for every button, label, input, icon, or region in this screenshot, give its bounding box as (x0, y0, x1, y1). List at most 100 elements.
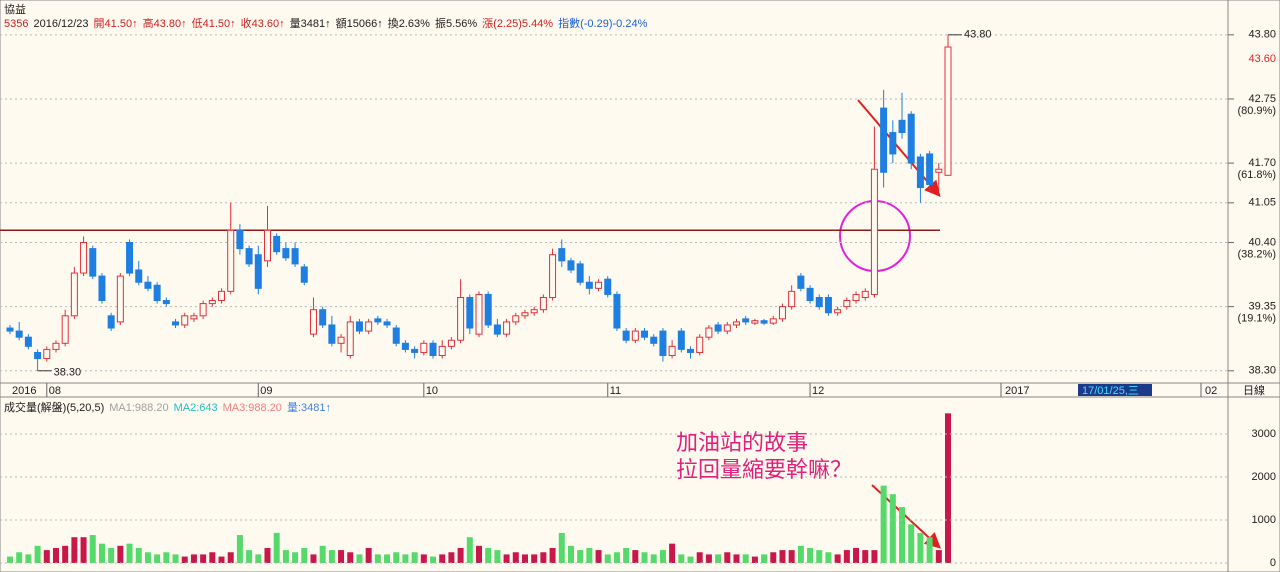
low-marker: 38.30 (54, 367, 82, 379)
volume-bar (917, 532, 924, 564)
label: 漲(2.25)5.44% (482, 18, 554, 30)
volume-bar (310, 554, 317, 564)
candle-body (944, 46, 952, 176)
volume-bar (788, 550, 795, 564)
volume-bar (52, 547, 59, 564)
label: 量3481↑ (289, 18, 331, 30)
volume-bar (862, 550, 869, 564)
volume-bar (476, 545, 482, 564)
volume-bar (797, 545, 804, 564)
x-tick-label: 12 (812, 385, 824, 397)
candle-body (199, 303, 207, 317)
volume-bar (117, 545, 124, 564)
label: 量:3481↑ (286, 402, 331, 414)
volume-bar (25, 554, 32, 564)
label: 5356 (4, 18, 29, 30)
candle-body (742, 318, 750, 323)
trend-arrow (857, 99, 941, 198)
candle-body (374, 318, 382, 323)
volume-bar (567, 545, 574, 564)
year-label: 2016 (12, 385, 36, 397)
candle-body (70, 272, 78, 317)
volume-bar (577, 550, 584, 564)
volume-bar (733, 554, 740, 564)
candle-body (778, 306, 786, 320)
candle-body (24, 336, 32, 347)
y-tick-label: 2000 (1252, 471, 1276, 483)
volume-bar (200, 554, 207, 564)
candle-body (457, 296, 465, 341)
volume-bar (604, 554, 611, 564)
volume-bar (282, 550, 289, 564)
candle-body (668, 345, 676, 357)
annotation: 加油站的故事 (676, 430, 809, 455)
candle-body (898, 119, 906, 134)
volume-bar (632, 550, 639, 564)
candle-body (935, 168, 943, 173)
candle-body (613, 293, 621, 329)
volume-bar (236, 535, 243, 564)
volume-bar (945, 413, 951, 564)
volume-bar (144, 552, 151, 564)
volume-bar (623, 547, 630, 564)
volume-bar (641, 552, 648, 564)
candle-body (447, 339, 455, 347)
volume-bar (834, 554, 841, 564)
volume-bar (512, 552, 519, 564)
volume-bar (494, 550, 501, 564)
y-tick-label: 39.35 (1248, 301, 1276, 313)
candle-body (429, 342, 437, 357)
candle-body (788, 290, 796, 308)
candle-body (916, 156, 924, 189)
candle-body (245, 248, 253, 265)
x-tick-label: 08 (49, 385, 61, 397)
volume-bar (935, 550, 942, 564)
candle-body (438, 345, 446, 357)
volume-bar (420, 554, 427, 564)
x-extra-label: 17/01/25,三 (1082, 385, 1139, 397)
x-extra-label: 02 (1205, 385, 1217, 397)
candle-body (797, 275, 805, 289)
volume-bar (365, 547, 372, 564)
volume-bar (908, 524, 915, 564)
candle-body (889, 132, 897, 155)
volume-bar (448, 552, 455, 564)
label: 收43.60↑ (240, 18, 285, 30)
y-tick-label: 42.75 (1248, 93, 1276, 105)
candle-body (107, 315, 115, 329)
candle-body (512, 315, 520, 323)
label: 指數(-0.29)-0.24% (558, 18, 648, 30)
candle-body (89, 248, 97, 277)
volume-bar (531, 554, 538, 564)
label: 高43.80↑ (142, 18, 187, 30)
volume-bar (338, 550, 345, 564)
volume-bar (227, 552, 234, 564)
candle-body (392, 327, 400, 344)
candle-body (705, 327, 713, 338)
candle-body (723, 324, 731, 332)
candle-body (549, 254, 557, 298)
y-tick-label: 38.30 (1248, 365, 1276, 377)
candle-body (907, 113, 915, 164)
candle-body (567, 260, 575, 271)
candle-body (760, 320, 768, 324)
label: 2016/12/23 (33, 18, 89, 30)
percent-label: (61.8%) (1237, 169, 1276, 181)
x-tick-label: 09 (260, 385, 272, 397)
candle-body (227, 229, 235, 292)
volume-bar (549, 547, 556, 564)
label: MA3:988.20 (222, 402, 282, 414)
volume-bar (62, 545, 69, 564)
volume-bar (384, 554, 391, 564)
candle-body (503, 321, 511, 335)
candle-body (650, 336, 658, 344)
volume-bar (715, 554, 722, 564)
candle-body (52, 342, 60, 350)
x-tick-label: 10 (426, 385, 438, 397)
x-tick-label: 11 (610, 385, 621, 397)
volume-bar (843, 550, 850, 564)
candle-body (383, 321, 391, 326)
